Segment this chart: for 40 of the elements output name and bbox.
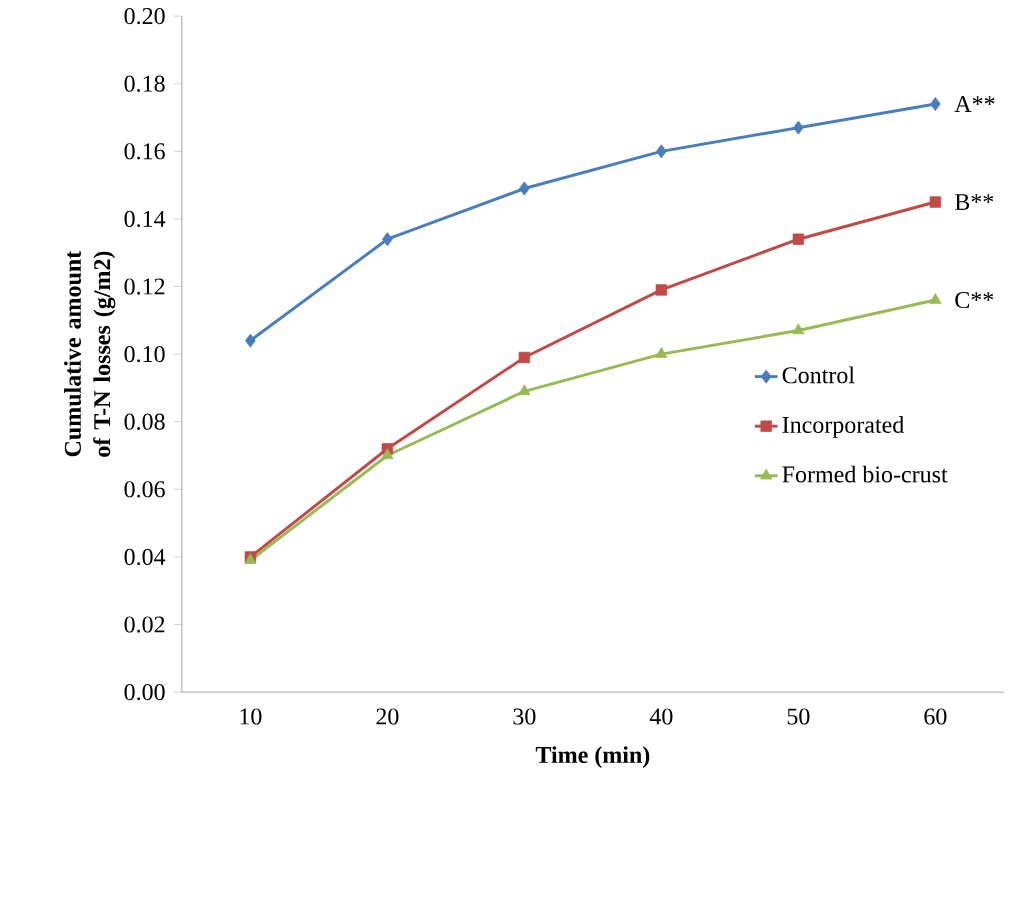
point [655, 284, 668, 296]
annotation: B** [954, 193, 994, 210]
point [792, 323, 805, 335]
y-tick-label: 0.04 [124, 548, 166, 565]
x-tick-label: 10 [240, 708, 262, 725]
x-tick-label: 60 [924, 708, 947, 725]
y-tick-label: 0.08 [124, 413, 165, 430]
y-tick-label: 0.06 [124, 481, 165, 498]
x-axis-title: Time (min) [535, 746, 650, 768]
y-tick-label: 0.10 [124, 345, 165, 363]
point [518, 351, 531, 364]
point [519, 181, 530, 196]
point [518, 384, 531, 395]
x-tick-label: 30 [513, 708, 536, 725]
legend-label: Incorporated [782, 415, 904, 438]
point [245, 333, 256, 348]
y-tick-label: 0.12 [124, 278, 165, 295]
point [792, 233, 805, 245]
point [793, 120, 804, 135]
y-tick-label: 0.20 [124, 7, 165, 25]
annotation: C** [955, 291, 994, 308]
annotation: A** [954, 95, 995, 112]
legend-label: Control [782, 366, 855, 384]
y-tick-label: 0.16 [124, 143, 165, 160]
point [656, 144, 667, 159]
legend-label: Formed bio-crust [782, 465, 948, 483]
point [381, 448, 394, 460]
x-tick-label: 40 [649, 708, 673, 725]
point [929, 292, 942, 304]
y-tick-label: 0.02 [124, 616, 165, 633]
x-tick-label: 20 [376, 708, 399, 725]
y-tick-label: 0.18 [124, 75, 165, 92]
y-tick-label: 0.14 [124, 210, 166, 227]
point [929, 196, 942, 208]
x-tick-label: 50 [787, 708, 810, 725]
y-tick-label: 0.00 [124, 683, 165, 701]
point [655, 346, 668, 358]
point [930, 96, 941, 111]
y-axis-title: Cumulative amount of T-N losses (g/m2) [64, 250, 116, 457]
point [382, 232, 393, 247]
